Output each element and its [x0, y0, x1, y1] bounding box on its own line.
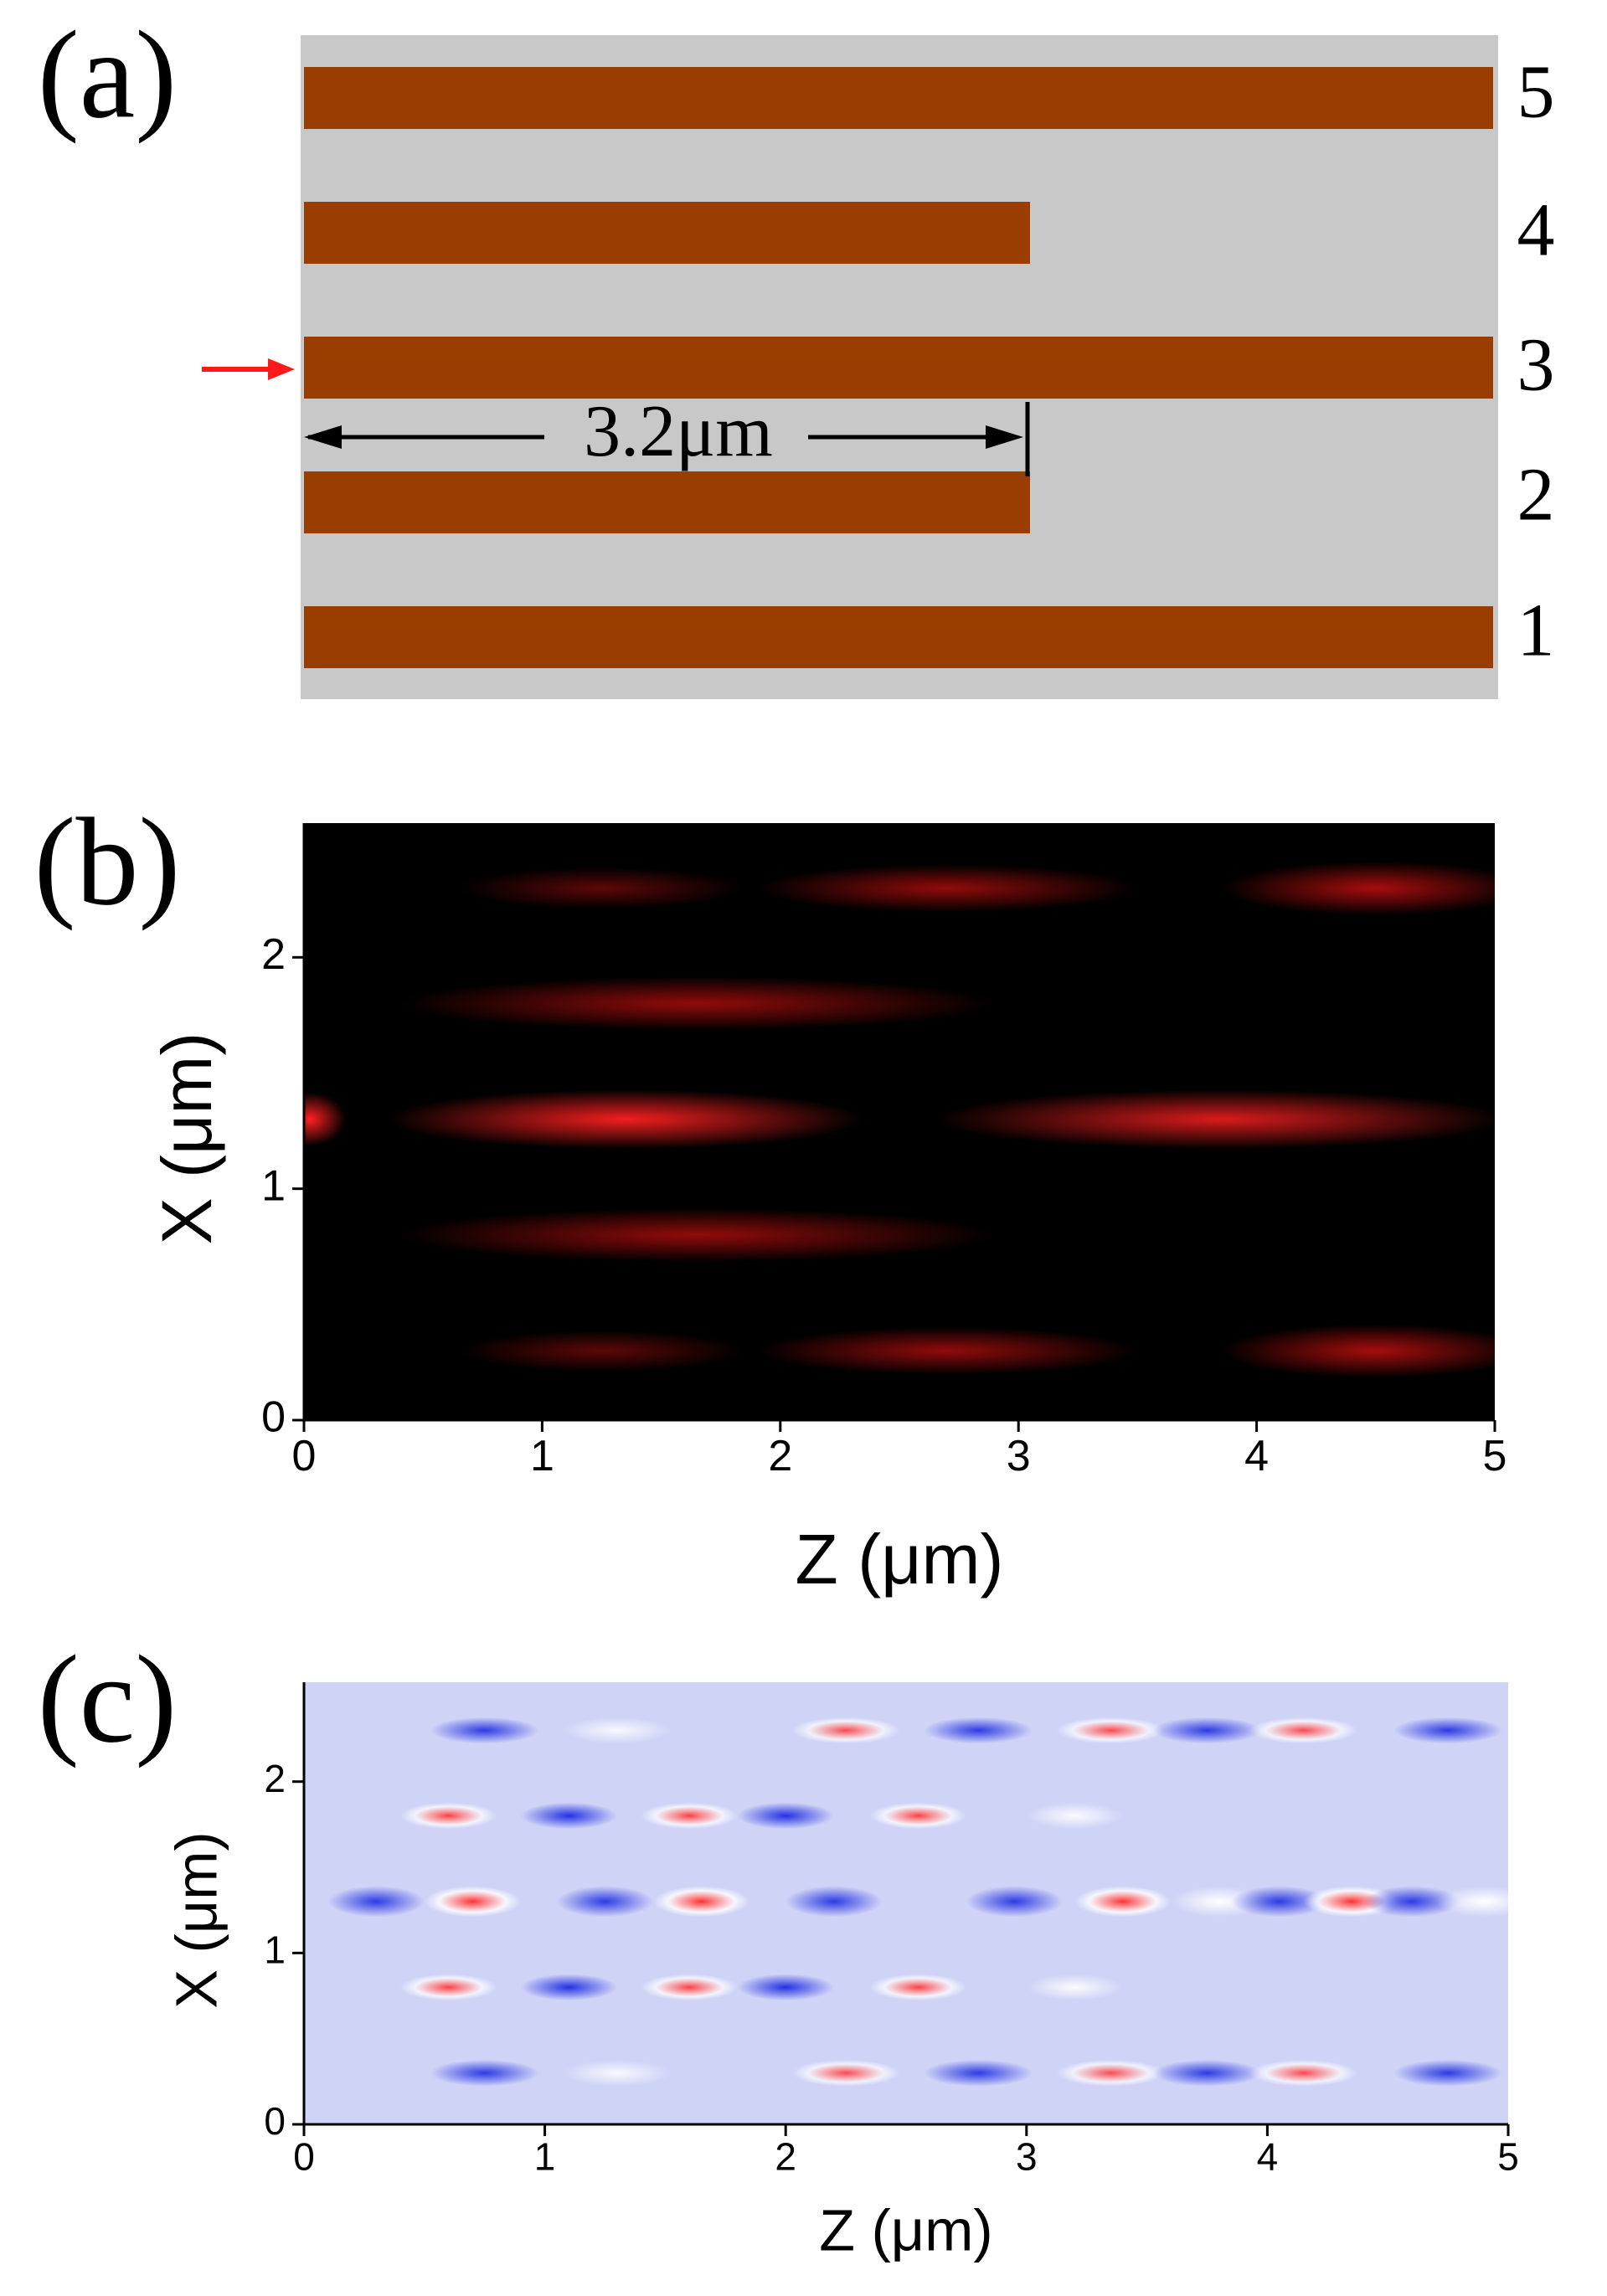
panel: 0 1 2 3 4 5 0 1 2 Z (μm) X (μm) (c)	[38, 1629, 1519, 2263]
field-lobe	[653, 1886, 750, 1918]
waveguide	[304, 202, 1030, 264]
dimension-arrow-head	[986, 425, 1023, 449]
waveguide	[304, 67, 1493, 129]
field-lobe	[387, 1089, 864, 1150]
field-lobe	[1026, 1802, 1123, 1830]
y-axis-label: X (μm)	[147, 1032, 226, 1245]
field-lobe	[1249, 2059, 1358, 2087]
field-lobe	[563, 1717, 672, 1744]
field-lobe	[737, 1974, 834, 2001]
x-tick-label: 4	[1244, 1432, 1269, 1480]
waveguide-label: 4	[1517, 189, 1555, 272]
y-tick-label: 1	[261, 1161, 286, 1210]
field-lobe	[458, 867, 745, 909]
y-axis-label: X (μm)	[163, 1831, 229, 2008]
field-lobe	[737, 1802, 834, 1830]
field-map	[304, 1682, 1508, 2124]
field-lobe	[869, 1974, 966, 2001]
panel-label: (a)	[38, 5, 177, 144]
field-lobe	[520, 1802, 617, 1830]
waveguide-label: 1	[1517, 589, 1555, 672]
field-lobe	[430, 1717, 539, 1744]
waveguide-label: 3	[1517, 324, 1555, 407]
panel-a: (a) 1 2 3 4 5 3.2μm	[38, 5, 1555, 699]
field-lobe	[1026, 1974, 1123, 2001]
panel-label: (c)	[38, 1629, 177, 1768]
x-tick-label: 5	[1483, 1432, 1507, 1480]
field-lobe	[1152, 2059, 1262, 2087]
field-lobe	[563, 2059, 672, 2087]
x-tick-label: 0	[293, 2134, 315, 2178]
waveguide	[304, 606, 1493, 668]
field-lobe	[756, 864, 1138, 913]
y-tick-label: 0	[261, 1393, 286, 1442]
field-lobe	[400, 1974, 497, 2001]
x-axis-label: Z (μm)	[819, 2197, 992, 2263]
field-lobe	[935, 1089, 1495, 1150]
field-lobe	[641, 1802, 738, 1830]
y-tick-label: 0	[264, 2099, 286, 2143]
field-lobe	[869, 1802, 966, 1830]
field-lobe	[520, 1974, 617, 2001]
field-lobe	[1393, 1717, 1502, 1744]
field-lobe	[424, 1886, 521, 1918]
x-tick-label: 3	[1016, 2134, 1038, 2178]
x-axis-label: Z (μm)	[796, 1520, 1004, 1598]
field-lobe	[924, 2059, 1033, 2087]
field-lobe	[400, 1802, 497, 1830]
field-lobe	[399, 1207, 995, 1263]
field-lobe	[924, 1717, 1033, 1744]
field-lobe	[327, 1886, 425, 1918]
field-lobe	[1074, 1886, 1172, 1918]
field-lobe	[1152, 1717, 1262, 1744]
x-tick-label: 1	[534, 2134, 556, 2178]
field-lobe	[430, 2059, 539, 2087]
panel-label: (b)	[34, 792, 181, 931]
y-tick-label: 1	[264, 1928, 286, 1972]
input-arrow-head	[268, 358, 295, 380]
field-lobe	[1056, 2059, 1166, 2087]
x-tick-label: 1	[530, 1432, 554, 1480]
field-lobe	[399, 976, 995, 1031]
field-lobe	[641, 1974, 738, 2001]
field-lobe	[756, 1326, 1138, 1375]
y-tick-label: 2	[261, 930, 286, 979]
field-lobe	[304, 1092, 346, 1146]
field-lobe	[556, 1886, 654, 1918]
x-tick-label: 0	[292, 1432, 317, 1480]
field-lobe	[1220, 1324, 1495, 1378]
x-tick-label: 5	[1497, 2134, 1519, 2178]
x-tick-label: 2	[768, 1432, 792, 1480]
waveguide	[304, 471, 1030, 533]
waveguide-label: 5	[1517, 51, 1555, 134]
field-lobe	[791, 2059, 900, 2087]
dimension-arrow-head	[304, 425, 342, 449]
waveguide	[304, 337, 1493, 399]
field-lobe	[791, 1717, 900, 1744]
x-tick-label: 4	[1257, 2134, 1279, 2178]
field-lobe	[966, 1886, 1063, 1918]
field-lobe	[1231, 1886, 1328, 1918]
dimension-label: 3.2μm	[584, 391, 773, 472]
field-lobe	[1056, 1717, 1166, 1744]
field-lobe	[785, 1886, 883, 1918]
y-tick-label: 2	[264, 1757, 286, 1800]
x-tick-label: 2	[775, 2134, 796, 2178]
field-map	[304, 823, 1495, 1420]
x-tick-label: 3	[1007, 1432, 1031, 1480]
field-lobe	[458, 1330, 745, 1372]
field-lobe	[1435, 1886, 1508, 1918]
field-lobe	[1220, 861, 1495, 915]
waveguide-label: 2	[1517, 454, 1555, 537]
field-lobe	[1249, 1717, 1358, 1744]
field-lobe	[1393, 2059, 1502, 2087]
field-lobe	[1363, 1886, 1460, 1918]
